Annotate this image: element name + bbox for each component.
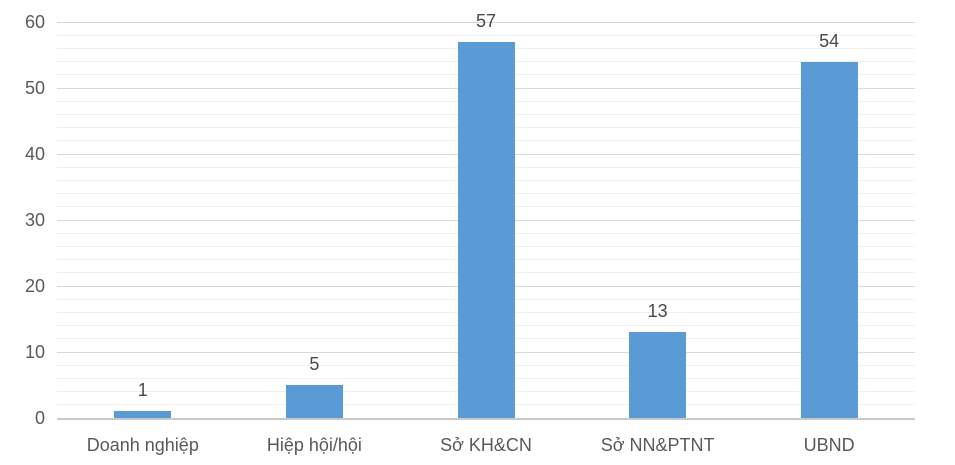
x-axis-category-label: Hiệp hội/hội — [266, 435, 362, 455]
bar-value-label: 1 — [137, 380, 148, 401]
minor-gridline — [57, 34, 915, 36]
y-axis-tick-label: 60 — [24, 12, 45, 32]
bar-value-label: 54 — [819, 30, 840, 51]
y-axis-tick-label: 40 — [24, 144, 45, 164]
x-axis-line — [57, 418, 915, 420]
y-axis-tick-label: 10 — [24, 342, 45, 362]
x-axis-category-label: Sở NN&PTNT — [600, 435, 715, 455]
bar — [800, 61, 858, 418]
x-axis-category-label: Sở KH&CN — [440, 435, 532, 455]
x-axis-category-label: UBND — [803, 435, 855, 455]
bar — [114, 411, 172, 418]
bar-value-label: 13 — [647, 301, 668, 322]
y-axis-tick-label: 50 — [24, 78, 45, 98]
bar — [285, 385, 343, 418]
bar-value-label: 5 — [309, 354, 320, 374]
y-axis-tick-label: 30 — [24, 210, 45, 230]
bar — [457, 41, 515, 418]
bar — [629, 332, 687, 418]
y-axis-tick-label: 0 — [34, 408, 45, 428]
bar-value-label: 57 — [475, 10, 497, 31]
x-axis-category-label: Doanh nghiệp — [86, 435, 199, 455]
y-axis-tick-label: 20 — [24, 276, 45, 296]
